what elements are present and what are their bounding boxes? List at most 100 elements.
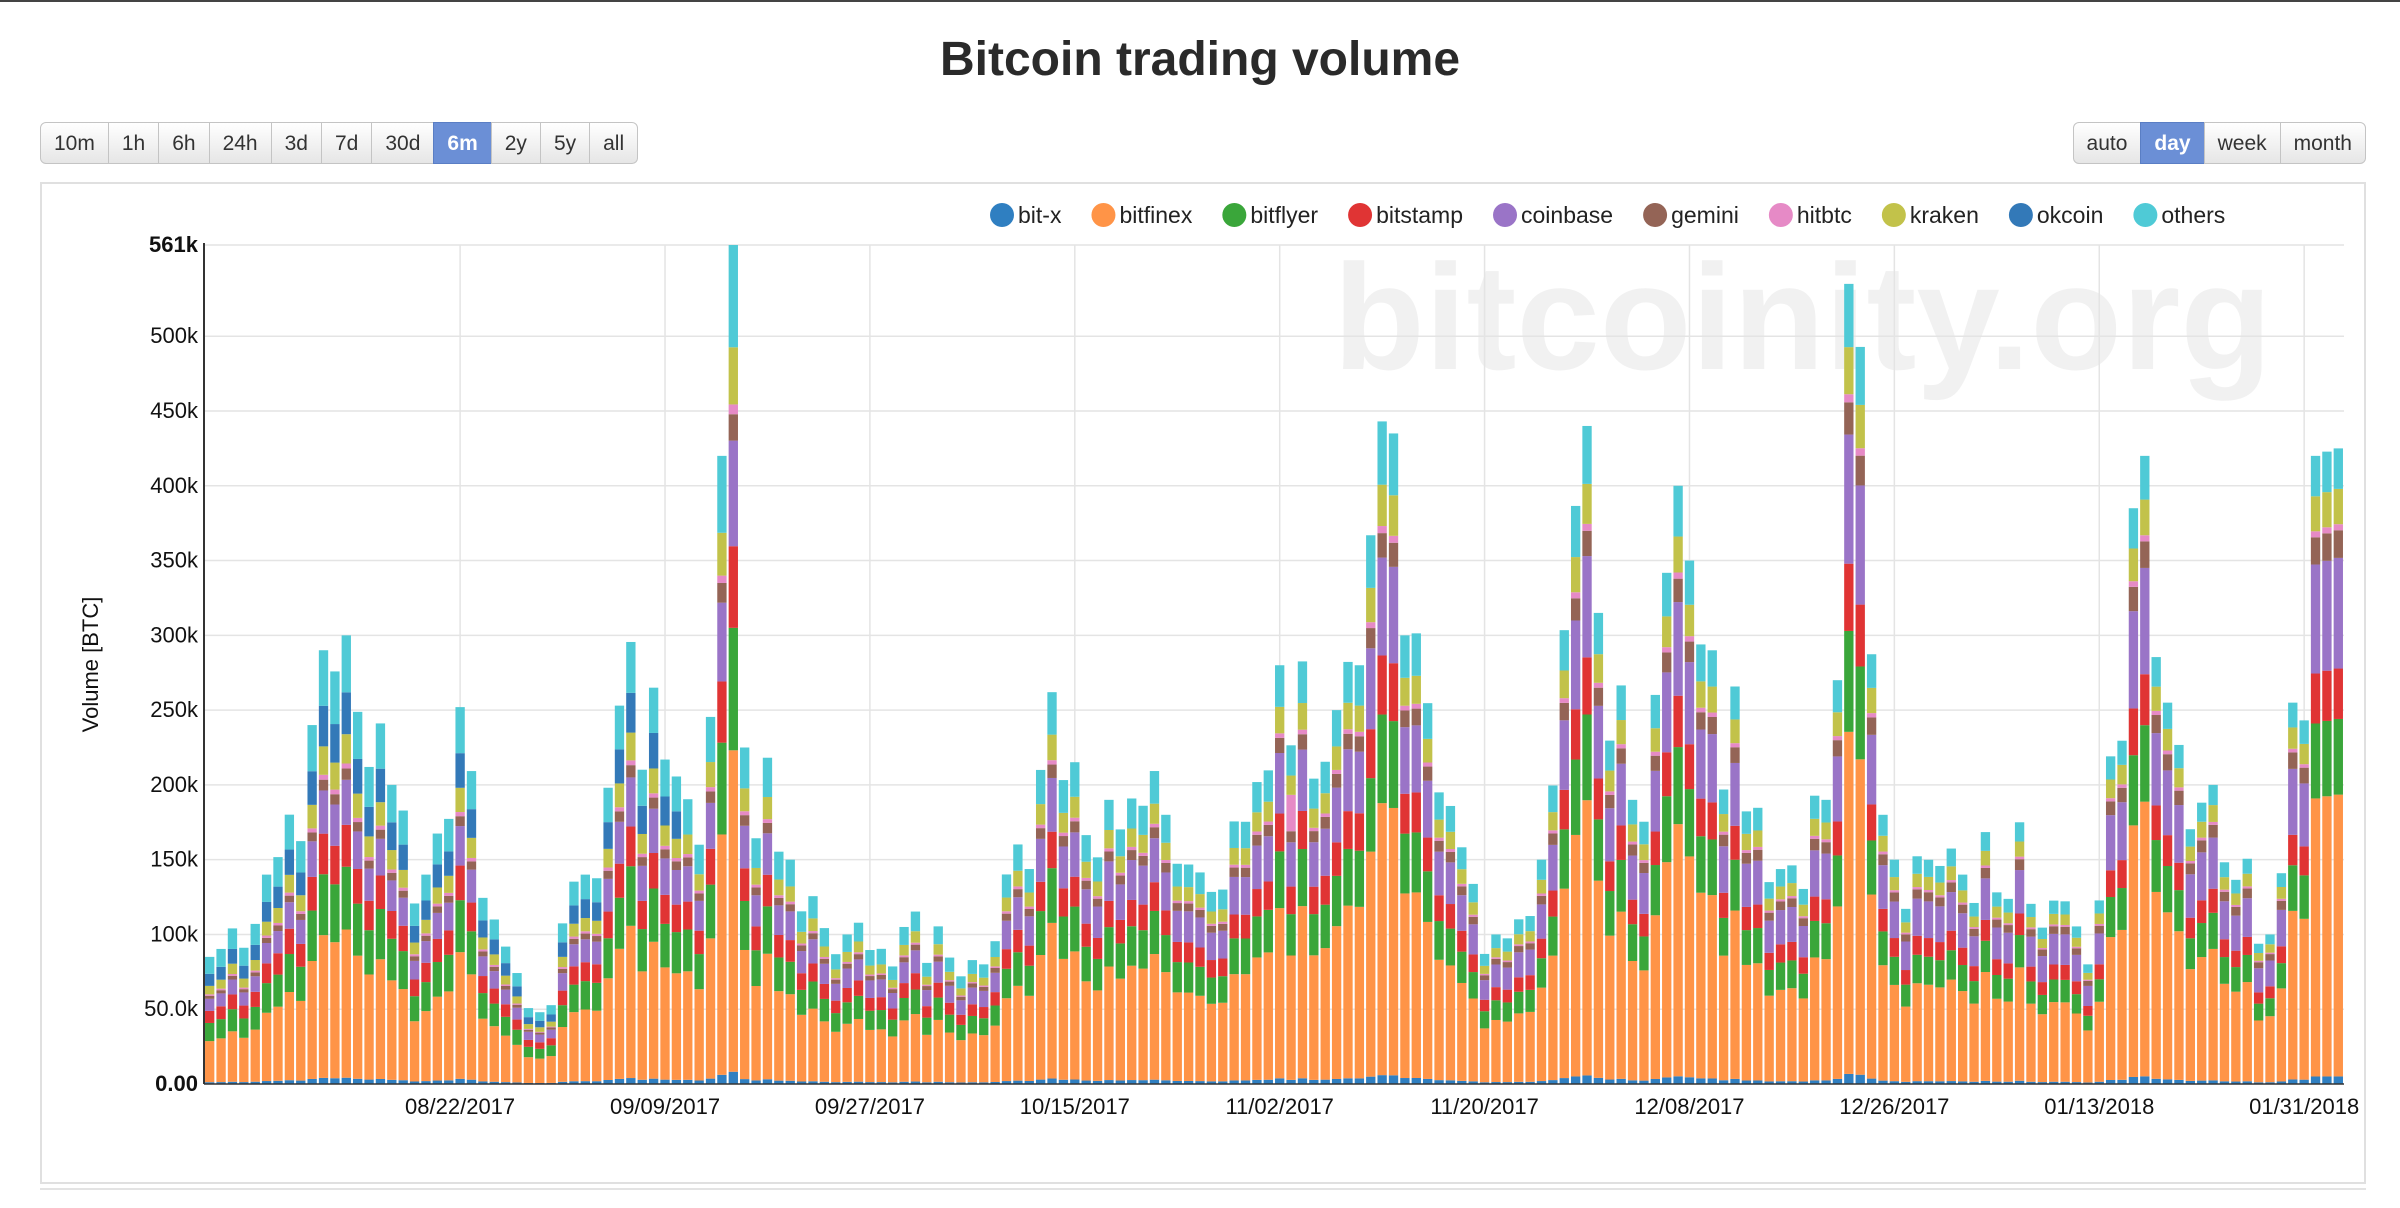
bar-segment-kraken [1081, 861, 1091, 878]
bar-segment-bitstamp [865, 997, 875, 1011]
range-button-5y[interactable]: 5y [539, 122, 591, 164]
legend-item-gemini[interactable]: gemini [1643, 202, 1739, 228]
bar-segment-bit-x [1764, 1081, 1774, 1084]
bar-segment-bitflyer [956, 1024, 966, 1041]
bar-segment-bitstamp [1923, 938, 1934, 957]
bar-stack [1514, 919, 1524, 1084]
bar-segment-kraken [648, 768, 659, 794]
bar-segment-coinbase [1434, 851, 1444, 896]
bar-segment-kraken [1411, 675, 1421, 704]
bar-segment-bitfinex [853, 1018, 864, 1082]
bar-segment-bitstamp [762, 874, 773, 907]
bar-segment-hitbtc [774, 895, 784, 898]
bar-segment-bit-x [1559, 1078, 1569, 1084]
bar-segment-bitstamp [683, 901, 693, 930]
legend-item-bitstamp[interactable]: bitstamp [1348, 202, 1463, 228]
bar-segment-bit-x [1035, 1079, 1046, 1084]
bar-segment-coinbase [1206, 932, 1217, 961]
bar-segment-bitstamp [1696, 798, 1706, 837]
bar-segment-coinbase [808, 939, 818, 964]
bar-segment-others [1354, 665, 1365, 706]
legend-item-others[interactable]: others [2133, 202, 2225, 228]
bar-segment-bitfinex [1684, 856, 1695, 1078]
range-button-10m[interactable]: 10m [40, 122, 109, 164]
bar-segment-coinbase [2037, 956, 2048, 983]
bar-segment-bit-x [1844, 1073, 1854, 1084]
range-button-6h[interactable]: 6h [158, 122, 210, 164]
bar-segment-coinbase [660, 858, 670, 895]
bar-segment-gemini [2333, 530, 2343, 558]
range-button-7d[interactable]: 7d [320, 122, 373, 164]
bar-segment-bitstamp [808, 963, 818, 982]
bar-segment-bit-x [796, 1081, 807, 1084]
bar-segment-kraken [1935, 882, 1945, 896]
legend-item-hitbtc[interactable]: hitbtc [1768, 202, 1852, 228]
bar-segment-bitfinex [432, 996, 443, 1081]
range-button-24h[interactable]: 24h [208, 122, 272, 164]
range-button-30d[interactable]: 30d [371, 122, 435, 164]
bar-segment-others [1753, 807, 1763, 831]
bar-segment-hitbtc [637, 853, 647, 858]
bar-segment-bit-x [1411, 1078, 1421, 1084]
legend-item-coinbase[interactable]: coinbase [1493, 202, 1613, 228]
bar-stack [1309, 778, 1319, 1084]
range-button-all[interactable]: all [589, 122, 639, 164]
bar-segment-gemini [1491, 958, 1501, 965]
legend-item-bit-x[interactable]: bit-x [990, 202, 1062, 228]
bar-segment-gemini [1980, 867, 1991, 879]
bar-segment-bitflyer [1263, 909, 1273, 953]
bar-segment-bitfinex [1183, 992, 1194, 1081]
bar-segment-bit-x [1058, 1079, 1069, 1084]
range-button-2y[interactable]: 2y [490, 122, 541, 164]
bar-segment-gemini [1275, 737, 1285, 754]
bar-segment-hitbtc [785, 901, 795, 905]
bar-segment-okcoin [523, 1017, 534, 1025]
bar-segment-coinbase [944, 985, 955, 1003]
range-button-3d[interactable]: 3d [270, 122, 322, 164]
bar-segment-bitstamp [2333, 668, 2343, 719]
legend-item-bitfinex[interactable]: bitfinex [1091, 202, 1193, 228]
bar-segment-bitstamp [1821, 899, 1831, 924]
bar-segment-others [1092, 857, 1103, 882]
bar-segment-bitfinex [2310, 798, 2321, 1077]
range-button-6m[interactable]: 6m [433, 122, 492, 164]
bar-segment-others [648, 687, 659, 733]
bar-segment-others [614, 705, 625, 750]
bar-segment-gemini [1263, 824, 1273, 837]
bar-segment-okcoin [557, 942, 568, 957]
bar-segment-others [2094, 900, 2104, 914]
bar-segment-gemini [261, 937, 272, 943]
bar-segment-coinbase [546, 1029, 556, 1039]
bar-segment-bitflyer [455, 900, 465, 953]
grouping-button-week[interactable]: week [2203, 122, 2281, 164]
legend-item-kraken[interactable]: kraken [1881, 202, 1979, 228]
bar-segment-bitflyer [1354, 850, 1365, 907]
bar-stack [1946, 848, 1956, 1084]
bar-stack [1593, 612, 1604, 1084]
grouping-button-month[interactable]: month [2279, 122, 2366, 164]
legend-item-bitflyer[interactable]: bitflyer [1222, 202, 1318, 228]
bar-segment-kraken [1753, 830, 1763, 847]
bar-segment-kraken [318, 746, 329, 775]
bar-segment-kraken [2231, 893, 2241, 905]
bar-segment-bit-x [2185, 1080, 2195, 1084]
legend-item-okcoin[interactable]: okcoin [2008, 202, 2103, 228]
bar-segment-bitflyer [318, 874, 329, 936]
bar-segment-hitbtc [1901, 932, 1911, 935]
bar-segment-coinbase [853, 959, 864, 981]
bar-segment-hitbtc [1070, 817, 1080, 822]
bar-segment-bitstamp [2151, 805, 2161, 841]
bar-segment-bitfinex [569, 1012, 579, 1082]
bar-segment-bitfinex [842, 1023, 852, 1082]
range-button-1h[interactable]: 1h [107, 122, 160, 164]
bar-segment-bitfinex [1832, 906, 1843, 1079]
bar-segment-others [1081, 835, 1091, 862]
bar-stack [216, 948, 226, 1084]
bar-segment-others [2003, 898, 2013, 913]
bar-segment-coinbase [705, 802, 716, 849]
bar-segment-hitbtc [717, 575, 727, 583]
grouping-button-auto[interactable]: auto [2072, 122, 2142, 164]
bar-stack [979, 964, 989, 1084]
bar-segment-kraken [569, 923, 579, 937]
grouping-button-day[interactable]: day [2140, 122, 2205, 164]
